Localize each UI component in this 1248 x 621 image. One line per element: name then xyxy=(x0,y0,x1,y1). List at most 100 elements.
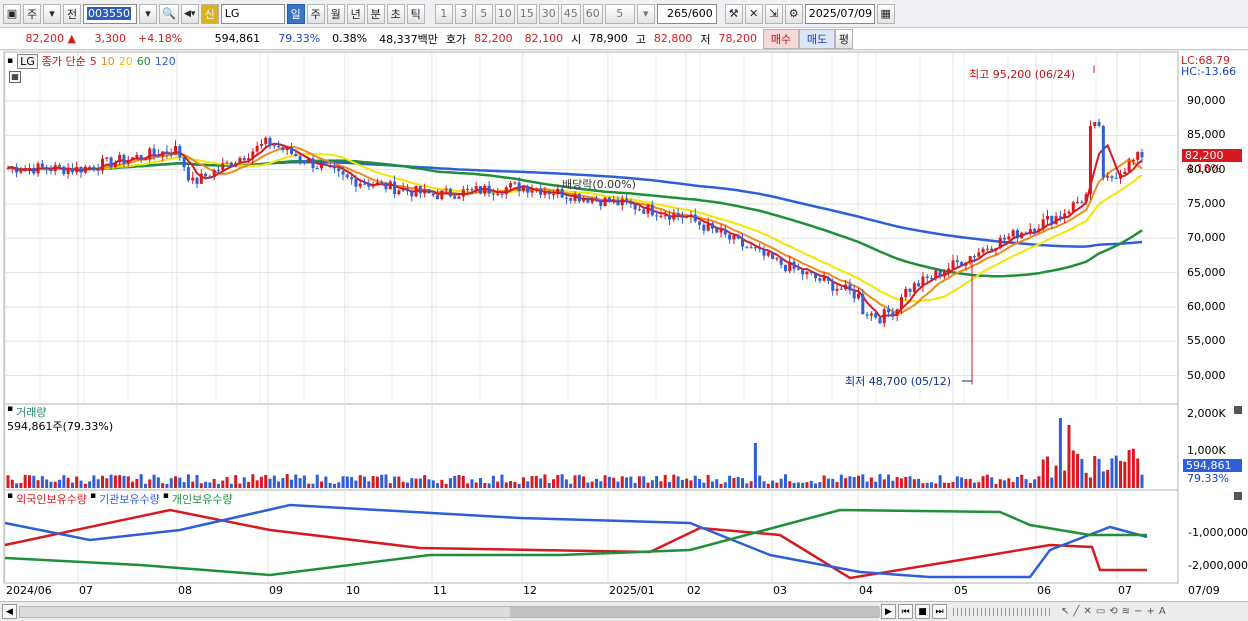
candle-body xyxy=(165,151,169,154)
period-week[interactable]: 주 xyxy=(306,3,325,24)
gear-icon[interactable]: ⚙ xyxy=(784,3,803,24)
period-main-button[interactable]: 주 xyxy=(23,3,41,24)
interval-select[interactable]: 5 xyxy=(604,3,635,24)
tool-minus-icon[interactable]: − xyxy=(1134,606,1143,617)
period-year[interactable]: 년 xyxy=(346,3,365,24)
volume-bar xyxy=(23,474,27,488)
tool-text-icon[interactable]: A xyxy=(1158,606,1166,617)
interval-1[interactable]: 1 xyxy=(434,3,453,24)
tools-icon[interactable]: ⚒ xyxy=(724,3,743,24)
candle-body xyxy=(977,252,981,257)
tool-rotate-icon[interactable]: ⟲ xyxy=(1109,606,1118,617)
period-tick[interactable]: 틱 xyxy=(406,3,425,24)
eval-button[interactable]: 평 xyxy=(834,28,853,49)
horizontal-scrollbar[interactable] xyxy=(19,605,880,618)
zoom-slider[interactable] xyxy=(953,607,1053,616)
interval-5[interactable]: 5 xyxy=(474,3,493,24)
legend-name-tag[interactable]: LG xyxy=(17,53,38,69)
volume-bar xyxy=(728,475,732,488)
candle-body xyxy=(307,158,311,163)
volume-bar xyxy=(766,483,770,488)
stop-icon[interactable]: ■ xyxy=(915,604,930,619)
holdings-legend: ▪ 외국인보유수량 ▪ 기관보유수량 ▪ 개인보유수량 xyxy=(7,491,233,507)
scroll-left-icon[interactable]: ◀ xyxy=(2,604,17,619)
candle-body xyxy=(934,270,938,279)
tool-cross-icon[interactable]: ✕ xyxy=(1083,606,1092,617)
trend-tool-icon[interactable]: ⇲ xyxy=(764,3,783,24)
volume-bar xyxy=(642,476,646,488)
candle-body xyxy=(891,312,895,316)
ask-price: 82,200 xyxy=(474,32,513,45)
interval-45[interactable]: 45 xyxy=(560,3,581,24)
price-ytick: 75,000 xyxy=(1187,196,1226,210)
period-second[interactable]: 초 xyxy=(386,3,405,24)
volume-bar xyxy=(607,476,611,488)
candle-body xyxy=(685,216,689,218)
holdings-legend-marker: ▪ xyxy=(7,491,14,501)
tool-plus-icon[interactable]: + xyxy=(1146,606,1155,617)
price-chart-svg[interactable] xyxy=(0,51,1248,601)
name-input[interactable]: LG xyxy=(220,3,285,24)
count-input[interactable]: 265/600 xyxy=(656,3,717,24)
candle-body xyxy=(582,198,586,202)
code-input[interactable]: 003550 xyxy=(83,3,137,24)
candle-body xyxy=(1003,237,1007,240)
candle-body xyxy=(796,268,800,270)
tool-fibo-icon[interactable]: ≋ xyxy=(1121,606,1131,617)
holdings-panel-close-icon[interactable] xyxy=(1234,492,1242,500)
volume-bar xyxy=(126,476,130,488)
volume-bar xyxy=(612,477,616,488)
chart-area[interactable]: ▪ LG 종가 단순 5 10 20 60 120 ▦ LC:68.79 HC:… xyxy=(0,51,1248,621)
prev-button[interactable]: 전 xyxy=(63,3,81,24)
volume-bar xyxy=(79,480,83,488)
volume-bar xyxy=(191,481,195,488)
candle-body xyxy=(689,214,693,217)
period-day[interactable]: 일 xyxy=(286,3,305,24)
calendar-icon[interactable]: ▦ xyxy=(876,3,895,24)
candle-body xyxy=(444,188,448,191)
candle-body xyxy=(659,215,663,217)
chart-bottom-bar: ◀ ▶ ⏮ ■ ⏭ ↖ ╱ ✕ ▭ ⟲ ≋ − + A xyxy=(0,601,1248,621)
volume-bar xyxy=(483,482,487,488)
interval-10[interactable]: 10 xyxy=(494,3,515,24)
date-input[interactable]: 2025/07/09 xyxy=(804,3,875,24)
tool-line-icon[interactable]: ╱ xyxy=(1073,606,1080,617)
volume-panel-close-icon[interactable] xyxy=(1234,406,1242,414)
candle-body xyxy=(466,189,470,191)
volume-bar xyxy=(603,475,607,488)
buy-button[interactable]: 매수 xyxy=(762,28,799,49)
candle-body xyxy=(530,190,534,193)
volume-bar xyxy=(689,480,693,488)
crosshair-icon[interactable]: ✕ xyxy=(744,3,763,24)
period-month[interactable]: 월 xyxy=(326,3,345,24)
interval-60[interactable]: 60 xyxy=(582,3,603,24)
sell-button[interactable]: 매도 xyxy=(798,28,835,49)
scrollbar-thumb[interactable] xyxy=(510,606,880,617)
search-icon[interactable]: 🔍 xyxy=(159,3,179,24)
candle-body xyxy=(436,195,440,200)
candle-body xyxy=(964,262,968,266)
interval-30[interactable]: 30 xyxy=(538,3,559,24)
interval-3[interactable]: 3 xyxy=(454,3,473,24)
candle-body xyxy=(882,309,886,324)
code-dropdown-icon[interactable]: ▾ xyxy=(139,3,157,24)
scroll-right-icon[interactable]: ▶ xyxy=(881,604,896,619)
candle-body xyxy=(10,166,14,168)
tool-cursor-icon[interactable]: ↖ xyxy=(1061,606,1070,617)
period-main-dropdown[interactable]: ▾ xyxy=(43,3,61,24)
table-toggle-icon[interactable]: ▦ xyxy=(9,71,21,83)
tool-rect-icon[interactable]: ▭ xyxy=(1095,606,1106,617)
speaker-icon[interactable]: ◀▾ xyxy=(180,3,199,24)
last-icon[interactable]: ⏭ xyxy=(932,604,947,619)
interval-15[interactable]: 15 xyxy=(516,3,537,24)
interval-dropdown-icon[interactable]: ▾ xyxy=(636,3,655,24)
volume-bar xyxy=(66,477,70,488)
candle-body xyxy=(1037,228,1041,232)
candle-body xyxy=(1088,125,1092,195)
volume-bar xyxy=(552,479,556,488)
period-minute[interactable]: 분 xyxy=(366,3,385,24)
window-icon[interactable]: ▣ xyxy=(3,3,21,24)
volume-bar xyxy=(594,478,598,488)
first-icon[interactable]: ⏮ xyxy=(898,604,913,619)
volume-bar xyxy=(401,481,405,488)
